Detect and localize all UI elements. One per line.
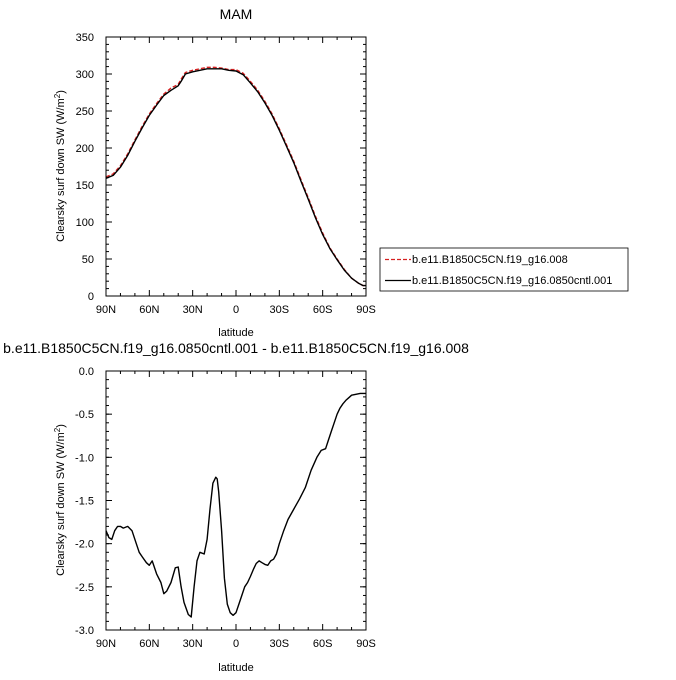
chart-bottom-xtick-label: 30N <box>183 638 203 650</box>
legend-box <box>379 247 629 292</box>
chart-bottom-ytick-label: 0.0 <box>79 366 94 378</box>
chart-top-series-line-1 <box>105 68 366 287</box>
chart-bottom: b.e11.B1850C5CN.f19_g16.0850cntl.001 - b… <box>3 340 469 674</box>
chart-top-xtick-label: 30S <box>270 304 290 316</box>
chart-top-title: MAM <box>220 6 253 22</box>
chart-top-xtick-label: 0 <box>233 304 239 316</box>
chart-top-xtick-label: 90N <box>96 304 116 316</box>
chart-top-ytick-label: 250 <box>76 106 94 118</box>
chart-top-plot-frame <box>105 36 367 297</box>
chart-bottom-ytick-label: -3.0 <box>75 625 94 637</box>
chart-top-ytick-label: 300 <box>76 69 94 81</box>
chart-bottom-xlabel: latitude <box>218 662 253 674</box>
chart-bottom-title: b.e11.B1850C5CN.f19_g16.0850cntl.001 - b… <box>3 340 469 356</box>
chart-bottom-series-line-0 <box>105 392 366 618</box>
chart-top-ytick-label: 350 <box>76 32 94 44</box>
legend: b.e11.B1850C5CN.f19_g16.008 b.e11.B1850C… <box>379 247 629 292</box>
chart-bottom-xtick-label: 90N <box>96 638 116 650</box>
chart-top-ylabel: Clearsky surf down SW (W/m2) <box>53 90 68 242</box>
chart-top-xtick-label: 60N <box>139 304 159 316</box>
chart-top-ytick-label: 100 <box>76 217 94 229</box>
chart-bottom-xtick-label: 60S <box>313 638 333 650</box>
chart-top-ytick-label: 200 <box>76 143 94 155</box>
chart-top-xtick-label: 60S <box>313 304 333 316</box>
chart-top-ytick-label: 150 <box>76 180 94 192</box>
chart-bottom-xtick-label: 0 <box>233 638 239 650</box>
chart-bottom-xtick-label: 30S <box>270 638 290 650</box>
chart-bottom-xtick-label: 90S <box>356 638 376 650</box>
chart-bottom-xtick-label: 60N <box>139 638 159 650</box>
chart-top: MAM 90N 60N 30N 0 30S 60S 90S 0 50 100 150 200 250 30… <box>53 6 376 339</box>
chart-top-series-line-0 <box>105 66 366 287</box>
chart-top-ytick-label: 50 <box>82 254 94 266</box>
chart-bottom-ytick-label: -2.0 <box>75 539 94 551</box>
legend-label-008: b.e11.B1850C5CN.f19_g16.008 <box>412 254 568 266</box>
chart-bottom-ytick-label: -1.0 <box>75 452 94 464</box>
chart-top-xtick-label: 90S <box>356 304 376 316</box>
chart-top-ytick-label: 0 <box>88 291 94 303</box>
chart-bottom-ytick-label: -0.5 <box>75 409 94 421</box>
chart-bottom-ytick-label: -1.5 <box>75 496 94 508</box>
chart-bottom-ytick-label: -2.5 <box>75 582 94 594</box>
legend-label-0850cntl: b.e11.B1850C5CN.f19_g16.0850cntl.001 <box>412 275 612 287</box>
chart-top-xtick-label: 30N <box>183 304 203 316</box>
chart-top-xlabel: latitude <box>218 327 253 339</box>
chart-bottom-plot-frame <box>105 370 367 631</box>
chart-bottom-ylabel: Clearsky surf down SW (W/m2) <box>53 424 68 576</box>
